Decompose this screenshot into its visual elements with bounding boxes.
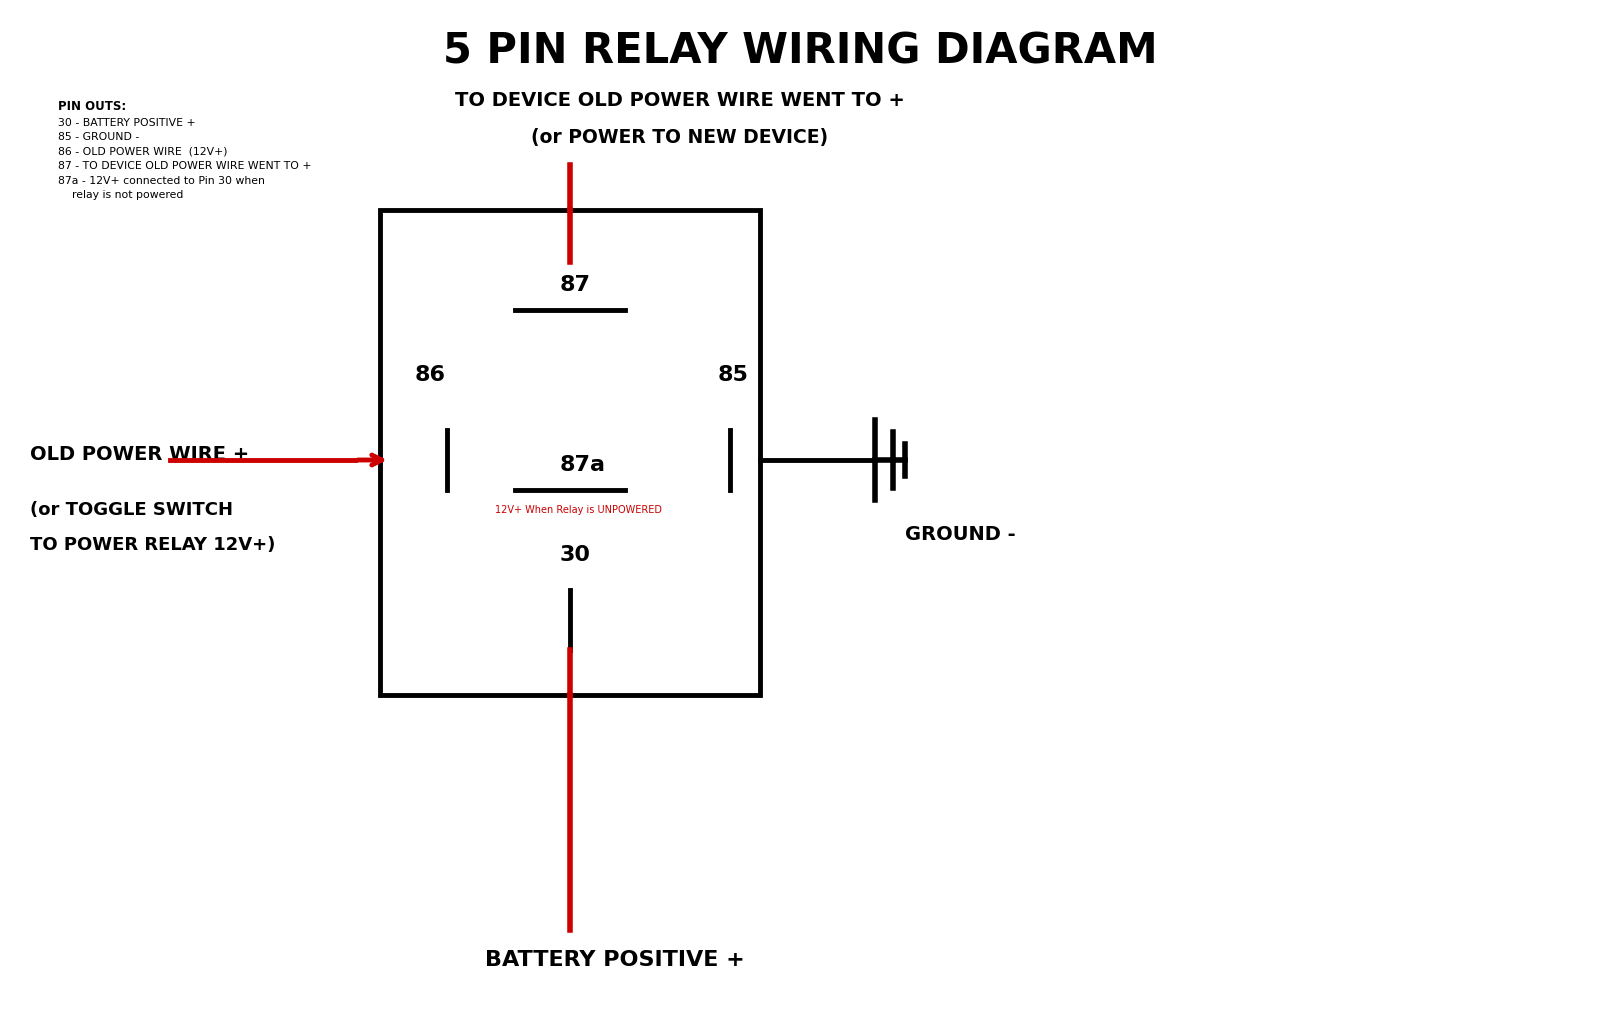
Text: PIN OUTS:: PIN OUTS: bbox=[58, 100, 126, 113]
Text: TO DEVICE OLD POWER WIRE WENT TO +: TO DEVICE OLD POWER WIRE WENT TO + bbox=[454, 90, 906, 110]
Text: 87: 87 bbox=[560, 275, 590, 295]
Text: 87a: 87a bbox=[560, 455, 606, 475]
Text: 30 - BATTERY POSITIVE +
85 - GROUND -
86 - OLD POWER WIRE  (12V+)
87 - TO DEVICE: 30 - BATTERY POSITIVE + 85 - GROUND - 86… bbox=[58, 118, 312, 200]
Text: 86: 86 bbox=[414, 365, 446, 385]
Bar bbox=[381, 210, 760, 695]
Text: GROUND -: GROUND - bbox=[904, 525, 1016, 545]
Text: (or POWER TO NEW DEVICE): (or POWER TO NEW DEVICE) bbox=[531, 128, 829, 147]
Text: OLD POWER WIRE +: OLD POWER WIRE + bbox=[30, 445, 250, 465]
Text: 30: 30 bbox=[560, 545, 590, 565]
Text: 85: 85 bbox=[718, 365, 749, 385]
Text: BATTERY POSITIVE +: BATTERY POSITIVE + bbox=[485, 950, 746, 970]
Text: (or TOGGLE SWITCH: (or TOGGLE SWITCH bbox=[30, 501, 234, 519]
Text: 5 PIN RELAY WIRING DIAGRAM: 5 PIN RELAY WIRING DIAGRAM bbox=[443, 31, 1157, 73]
Text: TO POWER RELAY 12V+): TO POWER RELAY 12V+) bbox=[30, 536, 275, 554]
Text: 12V+ When Relay is UNPOWERED: 12V+ When Relay is UNPOWERED bbox=[494, 505, 662, 515]
